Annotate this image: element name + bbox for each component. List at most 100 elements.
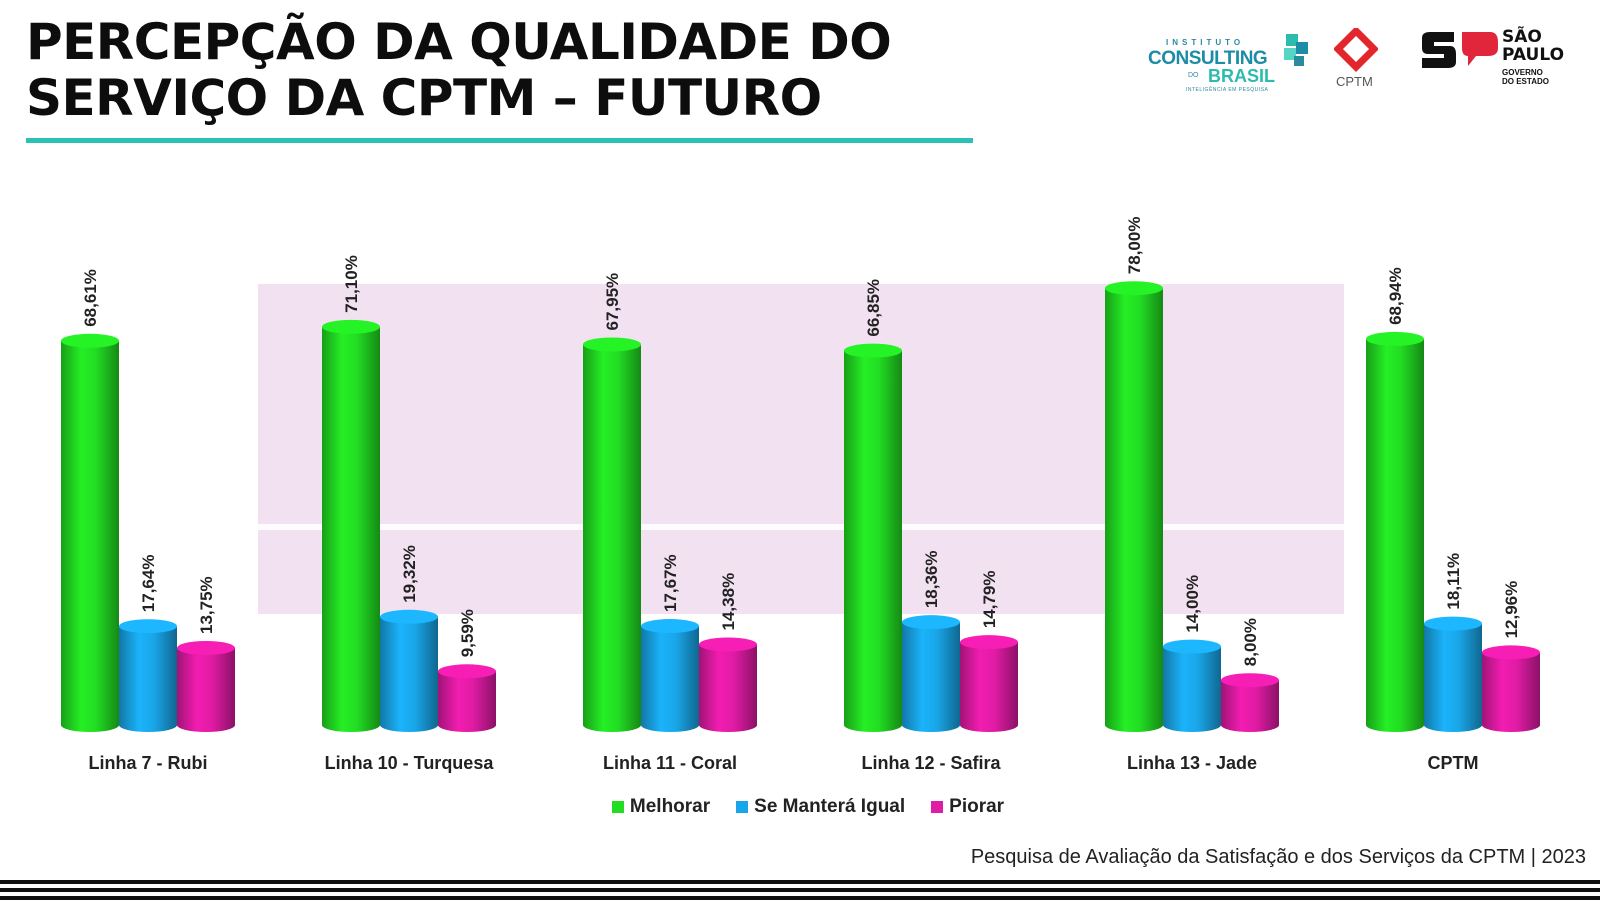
data-label: 14,00% bbox=[1183, 575, 1202, 633]
data-label: 13,75% bbox=[197, 576, 216, 634]
sao-paulo-logo: SÃO PAULO GOVERNO DO ESTADO bbox=[1420, 26, 1580, 90]
bar-body bbox=[1163, 646, 1221, 732]
bar-5-0 bbox=[1366, 331, 1424, 732]
data-label: 67,95% bbox=[603, 273, 622, 331]
bar-top bbox=[1482, 645, 1540, 660]
sp-gov-line-1: GOVERNO bbox=[1502, 68, 1543, 77]
data-label: 12,96% bbox=[1502, 581, 1521, 639]
bar-top bbox=[844, 343, 902, 358]
bar-top bbox=[1163, 639, 1221, 654]
legend-label: Piorar bbox=[949, 796, 1005, 817]
data-label: 18,36% bbox=[922, 551, 941, 609]
legend-label: Se Manterá Igual bbox=[754, 796, 906, 817]
bar-body bbox=[1424, 623, 1482, 732]
legend-swatch bbox=[611, 801, 624, 813]
bar-2-0 bbox=[583, 337, 641, 732]
bar-top bbox=[902, 615, 960, 630]
cptm-diamond-icon bbox=[1334, 28, 1378, 72]
category-labels-layer: Linha 7 - Rubi Linha 10 - Turquesa Linha 1… bbox=[89, 753, 1479, 773]
bar-5-2 bbox=[1482, 645, 1540, 732]
bar-body bbox=[960, 642, 1018, 732]
footer-rule-2 bbox=[0, 888, 1600, 892]
bar-4-1 bbox=[1163, 639, 1221, 732]
footer-rule-3 bbox=[0, 896, 1600, 900]
bar-2-2 bbox=[699, 637, 757, 732]
cptm-logo-text: CPTM bbox=[1336, 74, 1373, 89]
instituto-consulting-logo: INSTITUTO CONSULTING DO BRASIL INTELIGÊN… bbox=[1148, 28, 1318, 93]
bar-3-0 bbox=[844, 343, 902, 732]
bar-body bbox=[322, 326, 380, 732]
sp-mark-icon bbox=[1422, 32, 1498, 68]
bar-body bbox=[177, 648, 235, 732]
bar-body bbox=[1366, 338, 1424, 732]
watermark-band bbox=[258, 524, 1344, 530]
bar-0-2 bbox=[177, 641, 235, 732]
bar-top bbox=[380, 609, 438, 624]
legend-swatch bbox=[931, 801, 944, 813]
bar-top bbox=[1424, 616, 1482, 631]
bar-body bbox=[1221, 680, 1279, 732]
bar-body bbox=[380, 616, 438, 732]
bar-5-1 bbox=[1424, 616, 1482, 732]
category-label: Linha 13 - Jade bbox=[1127, 753, 1257, 773]
title-line-2: SERVIÇO DA CPTM – FUTURO bbox=[26, 69, 822, 127]
legend-label: Melhorar bbox=[629, 796, 711, 817]
bar-top bbox=[119, 619, 177, 634]
bar-top bbox=[1221, 673, 1279, 688]
logo-brasil-text: BRASIL bbox=[1208, 66, 1275, 86]
logo-do-text: DO bbox=[1188, 72, 1199, 79]
bar-top bbox=[322, 319, 380, 334]
data-label: 68,94% bbox=[1386, 267, 1405, 325]
category-label: Linha 10 - Turquesa bbox=[325, 753, 495, 773]
page-title: PERCEPÇÃO DA QUALIDADE DO SERVIÇO DA CPT… bbox=[26, 14, 892, 127]
data-label: 68,61% bbox=[81, 269, 100, 327]
sp-gov: GOVERNO DO ESTADO bbox=[1502, 68, 1549, 86]
legend-item: Piorar bbox=[931, 796, 1004, 818]
cptm-logo: CPTM bbox=[1326, 26, 1386, 90]
source-note: Pesquisa de Avaliação da Satisfação e do… bbox=[970, 846, 1586, 868]
category-label: Linha 11 - Coral bbox=[603, 753, 737, 773]
data-label: 17,64% bbox=[139, 555, 158, 613]
bar-4-0 bbox=[1105, 281, 1163, 732]
category-label: Linha 12 - Safira bbox=[861, 753, 1001, 773]
bar-3-1 bbox=[902, 615, 960, 732]
sp-name-line-2: PAULO bbox=[1502, 45, 1565, 65]
bar-top bbox=[699, 637, 757, 652]
logo-tag-text: INTELIGÊNCIA EM PESQUISA bbox=[1186, 87, 1269, 93]
bar-body bbox=[699, 644, 757, 732]
sp-name: SÃO PAULO bbox=[1502, 28, 1564, 64]
bar-body bbox=[1105, 288, 1163, 732]
category-label: CPTM bbox=[1428, 753, 1479, 773]
data-label: 8,00% bbox=[1241, 618, 1260, 666]
bar-1-0 bbox=[322, 319, 380, 732]
bar-body bbox=[119, 626, 177, 732]
bar-1-1 bbox=[380, 609, 438, 732]
bar-chart: 68,61% 17,64% 13,75% 71,10% 19,32% 9,59% 67,95… bbox=[61, 217, 1540, 773]
bar-body bbox=[902, 622, 960, 732]
cubes-icon bbox=[1284, 34, 1308, 66]
legend-item: Melhorar bbox=[611, 796, 711, 818]
bar-body bbox=[641, 626, 699, 732]
labels-layer: 68,61% 17,64% 13,75% 71,10% 19,32% 9,59% 67,95… bbox=[81, 217, 1521, 667]
bar-0-0 bbox=[61, 333, 119, 732]
bar-body bbox=[583, 344, 641, 732]
bar-1-2 bbox=[438, 664, 496, 732]
bar-2-1 bbox=[641, 619, 699, 732]
sp-name-line-1: SÃO bbox=[1502, 27, 1542, 47]
bar-body bbox=[61, 340, 119, 732]
bar-top bbox=[61, 333, 119, 348]
bar-top bbox=[960, 635, 1018, 650]
chart-legend: Melhorar Se Manterá Igual Piorar bbox=[0, 796, 1600, 818]
bar-top bbox=[438, 664, 496, 679]
title-underline bbox=[26, 138, 973, 143]
bar-0-1 bbox=[119, 619, 177, 732]
bar-top bbox=[1105, 281, 1163, 296]
bar-body bbox=[1482, 652, 1540, 732]
category-label: Linha 7 - Rubi bbox=[89, 753, 208, 773]
data-label: 14,79% bbox=[980, 571, 999, 629]
bar-top bbox=[177, 641, 235, 655]
legend-swatch bbox=[736, 801, 749, 813]
bar-top bbox=[583, 337, 641, 352]
bar-top bbox=[1366, 331, 1424, 346]
bars-layer bbox=[61, 281, 1540, 732]
